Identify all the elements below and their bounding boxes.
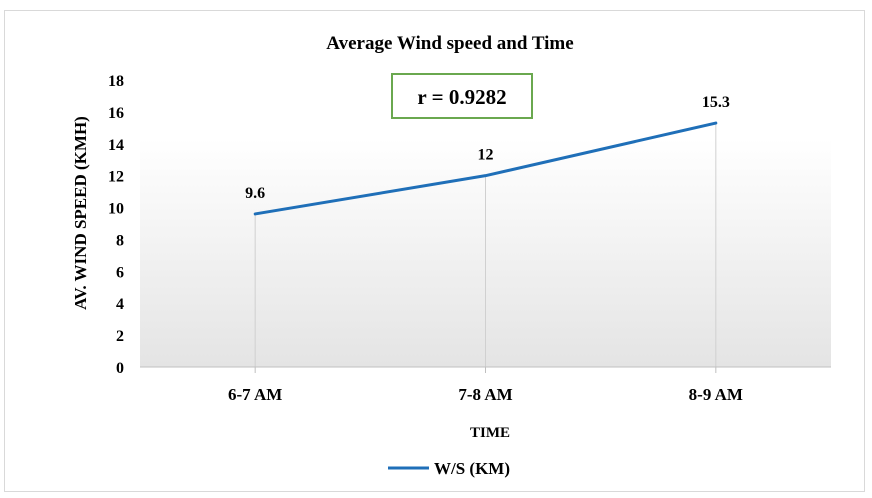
legend-label: W/S (KM) bbox=[434, 459, 510, 478]
x-axis-label: TIME bbox=[470, 425, 510, 441]
drop-lines bbox=[254, 123, 717, 367]
y-tick-label: 0 bbox=[116, 360, 124, 377]
x-tick-label: 7-8 AM bbox=[458, 385, 512, 404]
y-tick-label: 12 bbox=[108, 169, 124, 186]
y-tick-label: 2 bbox=[116, 328, 124, 345]
data-label: 12 bbox=[478, 147, 494, 164]
data-label: 9.6 bbox=[245, 185, 265, 202]
y-axis-tick-labels: 0 2 4 6 8 10 12 14 16 18 bbox=[108, 73, 124, 377]
legend: W/S (KM) bbox=[388, 459, 510, 478]
x-tick-label: 8-9 AM bbox=[689, 385, 743, 404]
y-tick-label: 4 bbox=[116, 296, 124, 313]
annotation-text: r = 0.9282 bbox=[417, 85, 506, 109]
annotation-box bbox=[391, 73, 533, 119]
y-tick-label: 10 bbox=[108, 201, 124, 218]
correlation-annotation: r = 0.9282 bbox=[391, 73, 533, 119]
data-label: 15.3 bbox=[702, 94, 730, 111]
y-tick-label: 8 bbox=[116, 232, 124, 249]
series-group: 9.6 12 15.3 bbox=[245, 94, 730, 216]
y-tick-label: 18 bbox=[108, 73, 124, 90]
x-tick-label: 6-7 AM bbox=[228, 385, 282, 404]
y-tick-label: 14 bbox=[108, 137, 124, 154]
y-tick-label: 6 bbox=[116, 264, 124, 281]
y-tick-label: 16 bbox=[108, 105, 124, 122]
chart-title: Average Wind speed and Time bbox=[326, 33, 573, 54]
x-axis-tick-labels: 6-7 AM 7-8 AM 8-9 AM bbox=[228, 367, 743, 404]
line-chart: Average Wind speed and Time 0 2 4 6 8 10 12 14 1… bbox=[71, 33, 831, 478]
chart-frame: Average Wind speed and Time 0 2 4 6 8 10 12 14 1… bbox=[4, 10, 865, 492]
y-axis-label: AV. WIND SPEED (KMH) bbox=[71, 116, 90, 310]
series-line bbox=[253, 121, 718, 216]
